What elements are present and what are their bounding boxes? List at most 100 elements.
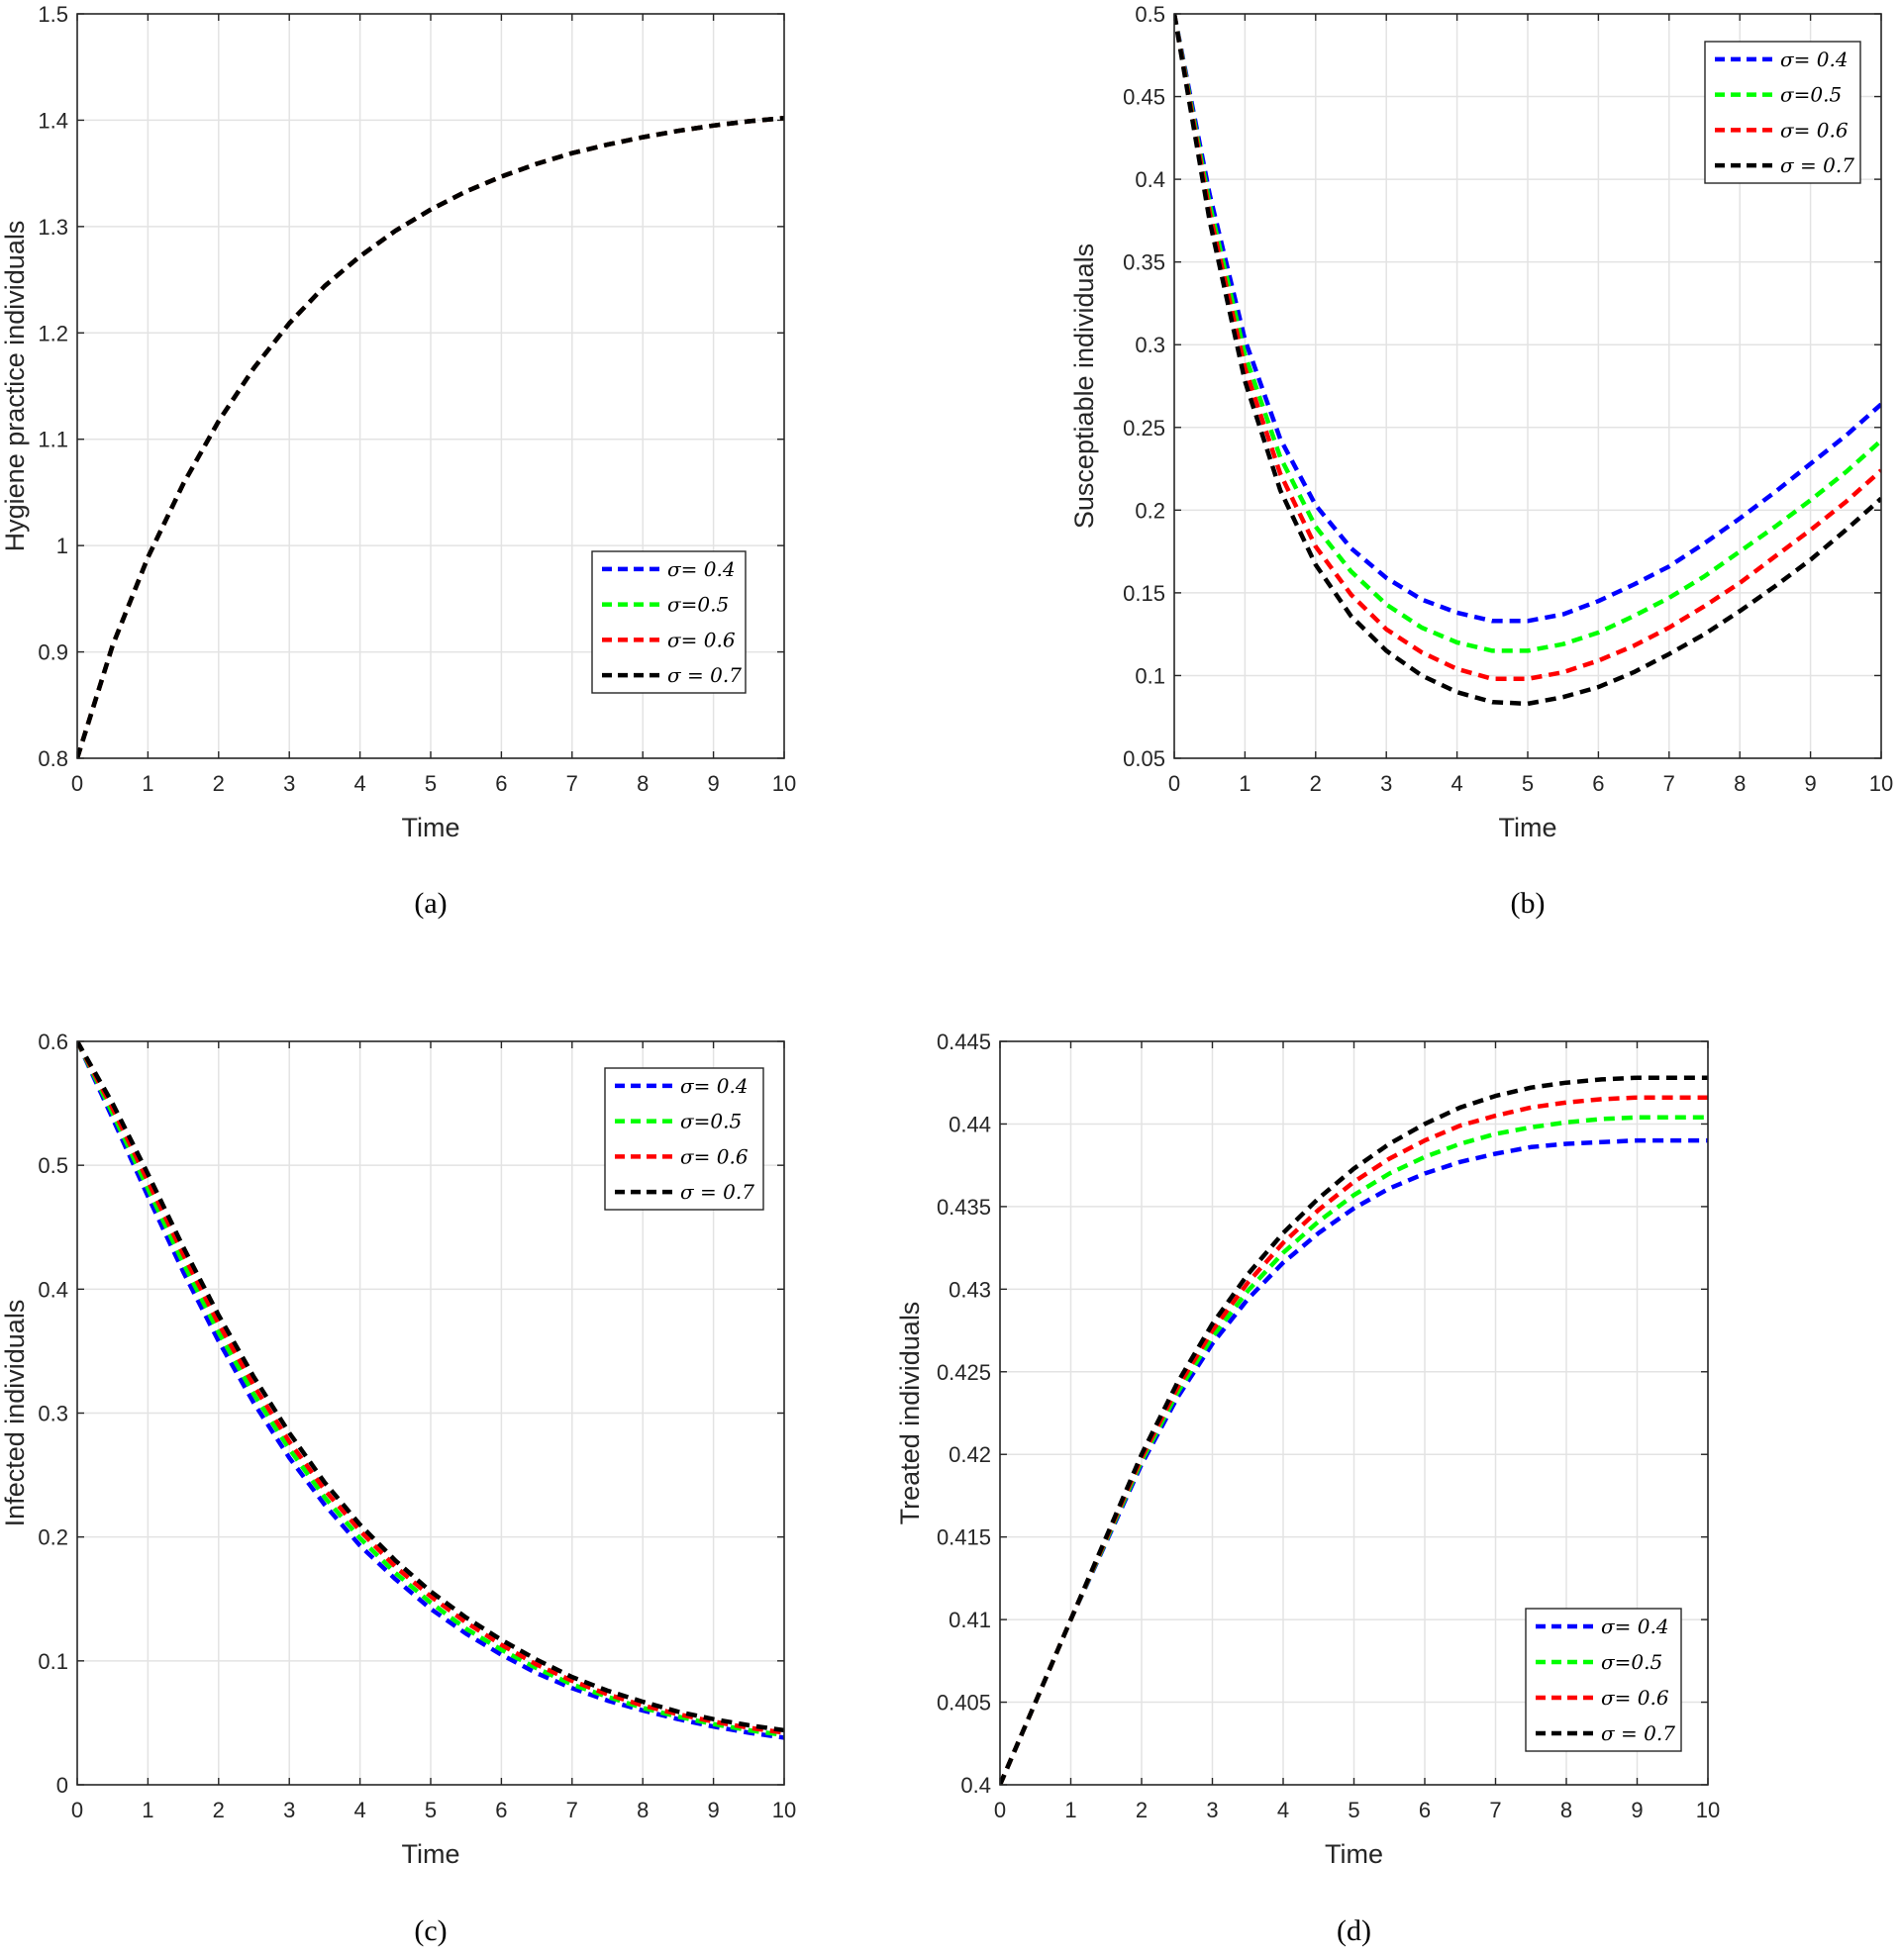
series-line-3 [1174,14,1881,682]
x-axis-title: Time [402,1839,460,1869]
x-tick-label: 4 [353,1798,365,1822]
legend: σ= 0.4 σ=0.5 σ= 0.6 σ = 0.7 [591,550,747,694]
x-tick-label: 8 [637,771,649,796]
panel-a: 0 1 2 3 4 5 6 7 8 9 10 0.8 0.9 1 1.1 1.2 1.3 1.4 1.5 Time Hy… [0,2,796,920]
y-tick-label: 0.435 [937,1195,991,1220]
legend-label: σ= 0.6 [667,628,736,651]
x-tick-label: 7 [566,771,578,796]
x-tick-label: 5 [1348,1798,1359,1822]
x-tick-label: 3 [1206,1798,1218,1822]
x-tick-label: 10 [1869,771,1893,796]
legend-label: σ= 0.6 [1601,1686,1669,1710]
series-line-2 [77,1041,784,1738]
legend-label: σ= 0.6 [1780,118,1849,142]
x-tick-label: 7 [1489,1798,1501,1822]
x-tick-label: 5 [425,1798,437,1822]
x-tick-label: 9 [1631,1798,1643,1822]
x-tick-label: 2 [1136,1798,1148,1822]
x-tick-label: 0 [71,1798,83,1822]
y-tick-label: 0.415 [937,1525,991,1550]
legend-label: σ = 0.7 [1601,1721,1675,1745]
x-axis-title: Time [402,813,460,842]
panel-caption: (d) [1337,1914,1371,1947]
plot-frame [1173,13,1882,759]
legend-label: σ= 0.4 [680,1074,749,1098]
y-tick-label: 0.4 [38,1277,68,1302]
y-tick-label: 0.1 [38,1649,68,1674]
x-tick-label: 3 [283,771,295,796]
y-tick-label: 1 [56,534,68,558]
x-tick-label: 1 [1064,1798,1076,1822]
x-tick-label: 9 [1804,771,1816,796]
panel-caption: (c) [414,1914,447,1947]
x-tick-label: 9 [707,771,719,796]
series-lines [77,116,784,758]
plot-frame [76,1040,785,1786]
x-tick-label: 9 [707,1798,719,1822]
series-lines [77,1041,784,1740]
x-tick-label: 7 [1663,771,1675,796]
legend-label: σ = 0.7 [1780,153,1854,177]
x-tick-label: 4 [1277,1798,1289,1822]
legend-label: σ= 0.4 [1601,1615,1669,1638]
legend-box [1704,41,1861,184]
x-tick-label: 10 [772,771,796,796]
legend-box [604,1067,764,1211]
legend-label: σ= 0.6 [680,1144,749,1168]
series-line-1 [1174,14,1881,624]
y-tick-label: 0.4 [1135,167,1165,192]
y-tick-label: 1.5 [38,2,68,27]
y-tick-label: 1.4 [38,108,68,133]
x-axis-title: Time [1499,813,1557,842]
y-tick-label: 0.3 [38,1402,68,1426]
y-tick-label: 0.45 [1123,85,1165,110]
y-tick-label: 0.43 [949,1277,991,1302]
y-tick-label: 1.1 [38,428,68,452]
x-tick-label: 2 [213,1798,225,1822]
panel-caption: (b) [1511,887,1546,920]
y-tick-label: 0.4 [960,1773,991,1798]
legend-label: σ = 0.7 [680,1180,754,1204]
x-tick-label: 8 [1560,1798,1572,1822]
x-tick-label: 1 [142,1798,153,1822]
x-tick-label: 1 [142,771,153,796]
panel-d: 0 1 2 3 4 5 6 7 8 9 10 0.4 0.405 0.41 0.415 0.42 0.425 0.… [895,1029,1720,1947]
x-tick-label: 1 [1239,771,1250,796]
legend-label: σ=0.5 [1601,1650,1662,1674]
series-lines [1000,1075,1708,1785]
x-tick-label: 0 [994,1798,1006,1822]
legend-label: σ=0.5 [680,1110,742,1133]
x-tick-label: 4 [1450,771,1462,796]
legend-box [591,550,747,694]
x-tick-label: 5 [1522,771,1534,796]
y-tick-label: 0.6 [38,1029,68,1054]
y-axis-title: Hygiene practice individuals [0,221,30,552]
y-tick-label: 0.3 [1135,333,1165,357]
y-tick-label: 0.41 [949,1608,991,1632]
y-tick-label: 0.2 [1135,498,1165,523]
series-line-4 [77,1041,784,1733]
panel-c: 0 1 2 3 4 5 6 7 8 9 10 0 0.1 0.2 0.3 0.4 0.5 0.6 Time Infec… [0,1029,796,1947]
legend-label: σ = 0.7 [667,663,742,687]
x-tick-label: 0 [71,771,83,796]
legend: σ= 0.4 σ=0.5 σ= 0.6 σ = 0.7 [604,1067,764,1211]
y-tick-label: 0.9 [38,640,68,665]
legend: σ= 0.4 σ=0.5 σ= 0.6 σ = 0.7 [1704,41,1861,184]
y-tick-label: 0.44 [949,1112,991,1136]
series-line-4 [1000,1075,1708,1785]
x-tick-label: 10 [772,1798,796,1822]
x-tick-label: 8 [637,1798,649,1822]
y-tick-label: 0.405 [937,1691,991,1715]
x-tick-label: 6 [495,1798,507,1822]
panel-b: 0 1 2 3 4 5 6 7 8 9 10 0.05 0.1 0.15 0.2 0.25 0.3 0.35 0.4… [1069,2,1893,920]
x-tick-label: 2 [1310,771,1322,796]
legend-label: σ= 0.4 [667,557,736,581]
legend-box [1525,1608,1682,1752]
x-axis-title: Time [1325,1839,1383,1869]
y-tick-label: 1.2 [38,321,68,345]
x-tick-label: 8 [1734,771,1746,796]
y-tick-label: 0.05 [1123,746,1165,771]
x-tick-label: 6 [495,771,507,796]
y-tick-label: 0.1 [1135,663,1165,688]
legend: σ= 0.4 σ=0.5 σ= 0.6 σ = 0.7 [1525,1608,1682,1752]
